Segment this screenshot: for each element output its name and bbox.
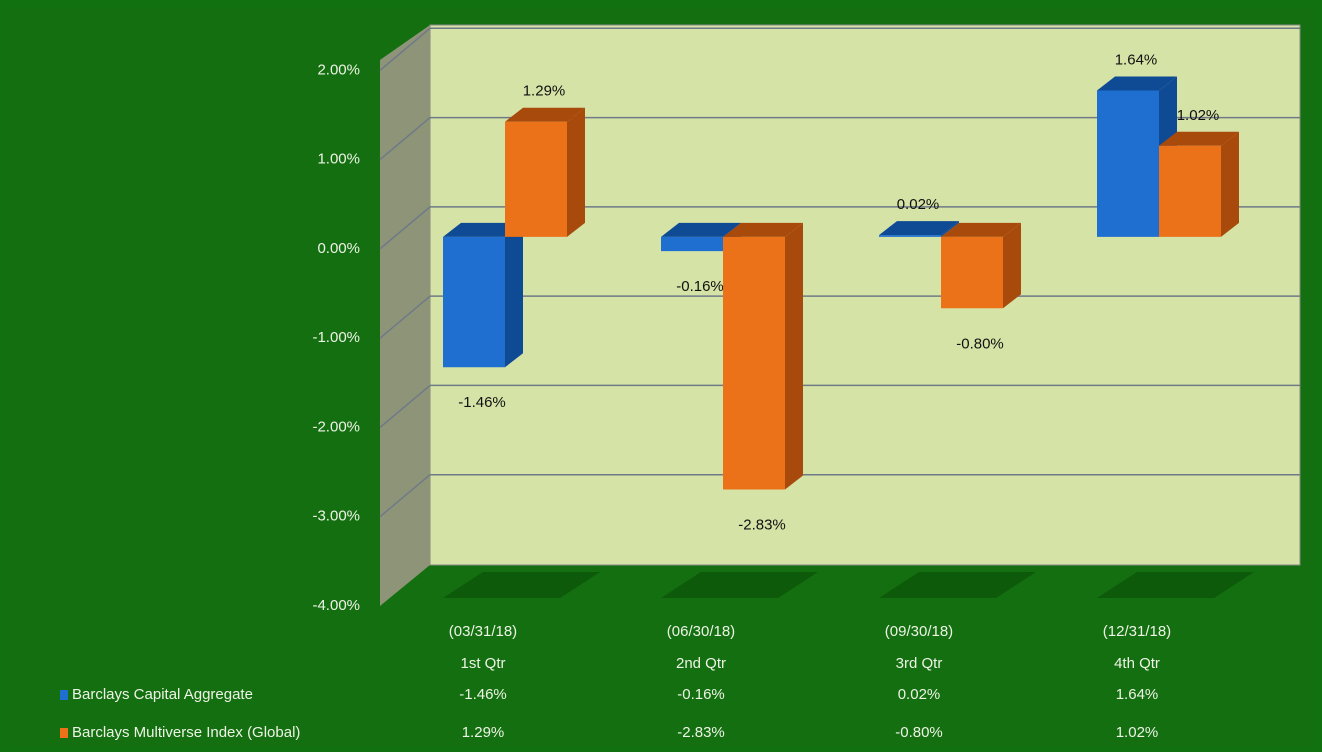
- bar-front: [661, 236, 723, 252]
- floor-shadow: [443, 572, 600, 598]
- x-date-label: (06/30/18): [667, 623, 735, 640]
- data-label: -0.80%: [956, 335, 1004, 352]
- bar-top: [879, 221, 959, 236]
- bar-side: [941, 221, 959, 237]
- bar-side: [1003, 222, 1021, 309]
- legend-swatch: [60, 690, 68, 700]
- table-value: 1.64%: [1116, 686, 1159, 703]
- floor-shadow: [661, 572, 818, 598]
- x-date-label: (09/30/18): [885, 623, 953, 640]
- data-label: -1.46%: [458, 394, 506, 411]
- bar-side: [505, 222, 523, 368]
- table-value: -2.83%: [677, 724, 725, 741]
- side-grid-line: [379, 384, 431, 429]
- bar-top: [443, 222, 523, 237]
- bar: [941, 222, 1021, 309]
- table-value: 0.02%: [898, 686, 941, 703]
- table-value: 1.02%: [1116, 724, 1159, 741]
- legend-swatch: [60, 728, 68, 738]
- data-label: 0.02%: [897, 196, 940, 213]
- bar-side: [567, 107, 585, 237]
- x-tick-label: 4th Qtr: [1114, 655, 1160, 672]
- bar-front: [941, 236, 1003, 309]
- y-tick-label: -3.00%: [312, 508, 360, 525]
- bar: [879, 221, 959, 237]
- bar-front: [723, 236, 785, 490]
- table-value: 1.29%: [462, 724, 505, 741]
- data-label: -2.83%: [738, 517, 786, 534]
- bar: [1159, 131, 1239, 237]
- bar-front: [505, 121, 567, 237]
- y-tick-label: -4.00%: [312, 597, 360, 614]
- bar-top: [723, 222, 803, 237]
- bar-front: [879, 235, 941, 237]
- bar-front: [1159, 145, 1221, 237]
- side-grid-line: [379, 474, 431, 518]
- bar-side: [785, 222, 803, 490]
- floor-shadow: [879, 572, 1036, 598]
- bar-top: [505, 107, 585, 122]
- bar-top: [1097, 76, 1177, 91]
- table-value: -0.80%: [895, 724, 943, 741]
- x-tick-label: 1st Qtr: [460, 655, 505, 672]
- bar: [505, 107, 585, 237]
- y-tick-label: -1.00%: [312, 329, 360, 346]
- y-tick-label: -2.00%: [312, 418, 360, 435]
- x-tick-label: 3rd Qtr: [896, 655, 943, 672]
- x-date-label: (03/31/18): [449, 623, 517, 640]
- bar-front: [443, 236, 505, 368]
- side-grid-line: [379, 27, 431, 71]
- side-grid-line: [379, 206, 431, 250]
- side-wall: [380, 25, 430, 606]
- y-tick-label: 2.00%: [317, 61, 360, 78]
- data-label: -0.16%: [676, 278, 724, 295]
- legend-label: Barclays Multiverse Index (Global): [72, 724, 300, 741]
- table-value: -0.16%: [677, 686, 725, 703]
- data-label: 1.29%: [523, 83, 566, 100]
- legend-label: Barclays Capital Aggregate: [72, 686, 253, 703]
- bar-top: [1159, 131, 1239, 146]
- bar-top: [661, 222, 741, 237]
- bar-top: [941, 222, 1021, 237]
- bar-side: [1221, 131, 1239, 237]
- bar: [443, 222, 523, 368]
- data-label: 1.02%: [1177, 107, 1220, 124]
- x-tick-label: 2nd Qtr: [676, 655, 726, 672]
- table-value: -1.46%: [459, 686, 507, 703]
- data-label: 1.64%: [1115, 51, 1158, 68]
- bar: [723, 222, 803, 490]
- side-grid-line: [379, 117, 431, 161]
- bar-front: [1097, 90, 1159, 237]
- y-tick-label: 0.00%: [317, 240, 360, 257]
- x-date-label: (12/31/18): [1103, 623, 1171, 640]
- y-tick-label: 1.00%: [317, 151, 360, 168]
- floor-shadow: [1097, 572, 1254, 598]
- side-grid-line: [379, 295, 431, 339]
